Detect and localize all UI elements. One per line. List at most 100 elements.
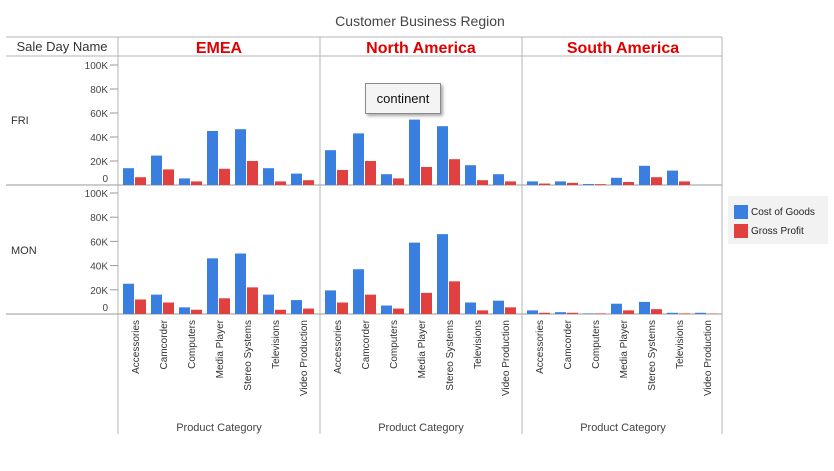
x-tick-label: Stereo Systems <box>243 320 254 391</box>
x-tick-label: Media Player <box>619 319 630 378</box>
bar-profit <box>275 181 286 185</box>
x-tick-label: Stereo Systems <box>445 320 456 391</box>
x-tick-label: Video Production <box>299 320 310 396</box>
x-tick-label: Video Production <box>703 320 714 396</box>
bar-cost <box>527 310 538 314</box>
bar-cost <box>409 242 420 314</box>
bar-cost <box>555 312 566 314</box>
x-tick-label: Computers <box>389 320 400 369</box>
column-header-2: South America <box>567 40 679 57</box>
row-label-fri: FRI <box>11 115 29 127</box>
x-tick-label: Televisions <box>271 320 282 369</box>
bar-profit <box>247 161 258 185</box>
y-tick-label: 100K <box>85 61 109 72</box>
bar-profit <box>421 292 432 314</box>
y-tick-label: 0 <box>102 174 108 185</box>
bar-profit <box>303 180 314 185</box>
bar-profit <box>219 298 230 314</box>
bar-cost <box>325 150 336 185</box>
row-label-mon: MON <box>11 245 37 257</box>
x-tick-label: Stereo Systems <box>647 320 658 391</box>
bar-profit <box>477 310 488 314</box>
x-tick-label: Computers <box>591 320 602 369</box>
y-tick-label: 40K <box>90 133 108 144</box>
x-tick-label: Televisions <box>473 320 484 369</box>
bar-profit <box>595 184 606 185</box>
bar-profit <box>421 167 432 185</box>
legend-label-cost: Cost of Goods <box>751 206 815 218</box>
y-tick-label: 100K <box>85 189 109 200</box>
bar-cost <box>409 119 420 185</box>
bar-cost <box>235 129 246 185</box>
bar-cost <box>381 305 392 314</box>
panel-fri-2 <box>527 165 690 185</box>
bar-cost <box>639 301 650 314</box>
bar-profit <box>679 181 690 185</box>
bar-cost <box>151 294 162 314</box>
bar-profit <box>623 182 634 185</box>
bar-profit <box>679 313 690 314</box>
bar-profit <box>219 168 230 185</box>
bar-cost <box>465 302 476 314</box>
legend-swatch-cost-icon <box>734 205 748 219</box>
bar-cost <box>207 131 218 185</box>
chart-frame <box>6 36 723 434</box>
bar-profit <box>191 309 202 314</box>
x-tick-label: Media Player <box>215 319 226 378</box>
bar-cost <box>493 300 504 314</box>
legend-swatch-profit-icon <box>734 224 748 238</box>
y-tick-label: 20K <box>90 157 108 168</box>
bar-cost <box>437 234 448 314</box>
bar-cost <box>583 184 594 185</box>
hover-tooltip: continent <box>365 83 441 114</box>
bar-profit <box>449 159 460 185</box>
bar-cost <box>667 170 678 185</box>
tooltip-label: continent <box>376 91 430 106</box>
bar-profit <box>477 180 488 185</box>
bar-cost <box>583 313 594 314</box>
bar-profit <box>595 313 606 314</box>
panel-mon-1 <box>325 234 516 314</box>
chart-panels <box>123 119 718 314</box>
x-tick-label: Camcorder <box>159 319 170 369</box>
y-tick-label: 40K <box>90 262 108 273</box>
bar-cost <box>151 155 162 185</box>
x-tick-label: Accessories <box>333 320 344 374</box>
bar-cost <box>611 177 622 185</box>
bar-profit <box>135 177 146 185</box>
bar-profit <box>365 294 376 314</box>
chart-title: Customer Business Region <box>335 13 505 29</box>
x-axis-label: Product Category <box>378 422 464 434</box>
bar-profit <box>505 307 516 314</box>
chart-legend[interactable]: Cost of Goods Gross Profit <box>728 196 828 244</box>
bar-cost <box>353 269 364 314</box>
bar-cost <box>263 168 274 185</box>
bar-cost <box>667 312 678 314</box>
bar-profit <box>505 181 516 185</box>
bar-profit <box>393 178 404 185</box>
bar-cost <box>555 181 566 185</box>
bar-cost <box>263 294 274 314</box>
x-tick-label: Video Production <box>501 320 512 396</box>
x-tick-label: Camcorder <box>361 319 372 369</box>
bar-profit <box>365 161 376 185</box>
legend-item-profit[interactable]: Gross Profit <box>734 224 804 238</box>
bar-cost <box>353 133 364 185</box>
chart-headers: Customer Business Region Sale Day Name E… <box>11 13 714 434</box>
legend-item-cost[interactable]: Cost of Goods <box>734 205 815 219</box>
bar-profit <box>275 309 286 314</box>
row-header-label: Sale Day Name <box>16 39 107 54</box>
bar-profit <box>337 302 348 314</box>
bar-profit <box>567 312 578 314</box>
y-tick-label: 20K <box>90 286 108 297</box>
bar-cost <box>527 181 538 185</box>
bar-cost <box>493 174 504 185</box>
bar-cost <box>639 165 650 185</box>
bar-profit <box>163 169 174 185</box>
bar-profit <box>449 281 460 314</box>
bar-cost <box>465 165 476 185</box>
legend-label-profit: Gross Profit <box>751 225 804 237</box>
bar-profit <box>651 177 662 185</box>
bar-profit <box>191 181 202 185</box>
